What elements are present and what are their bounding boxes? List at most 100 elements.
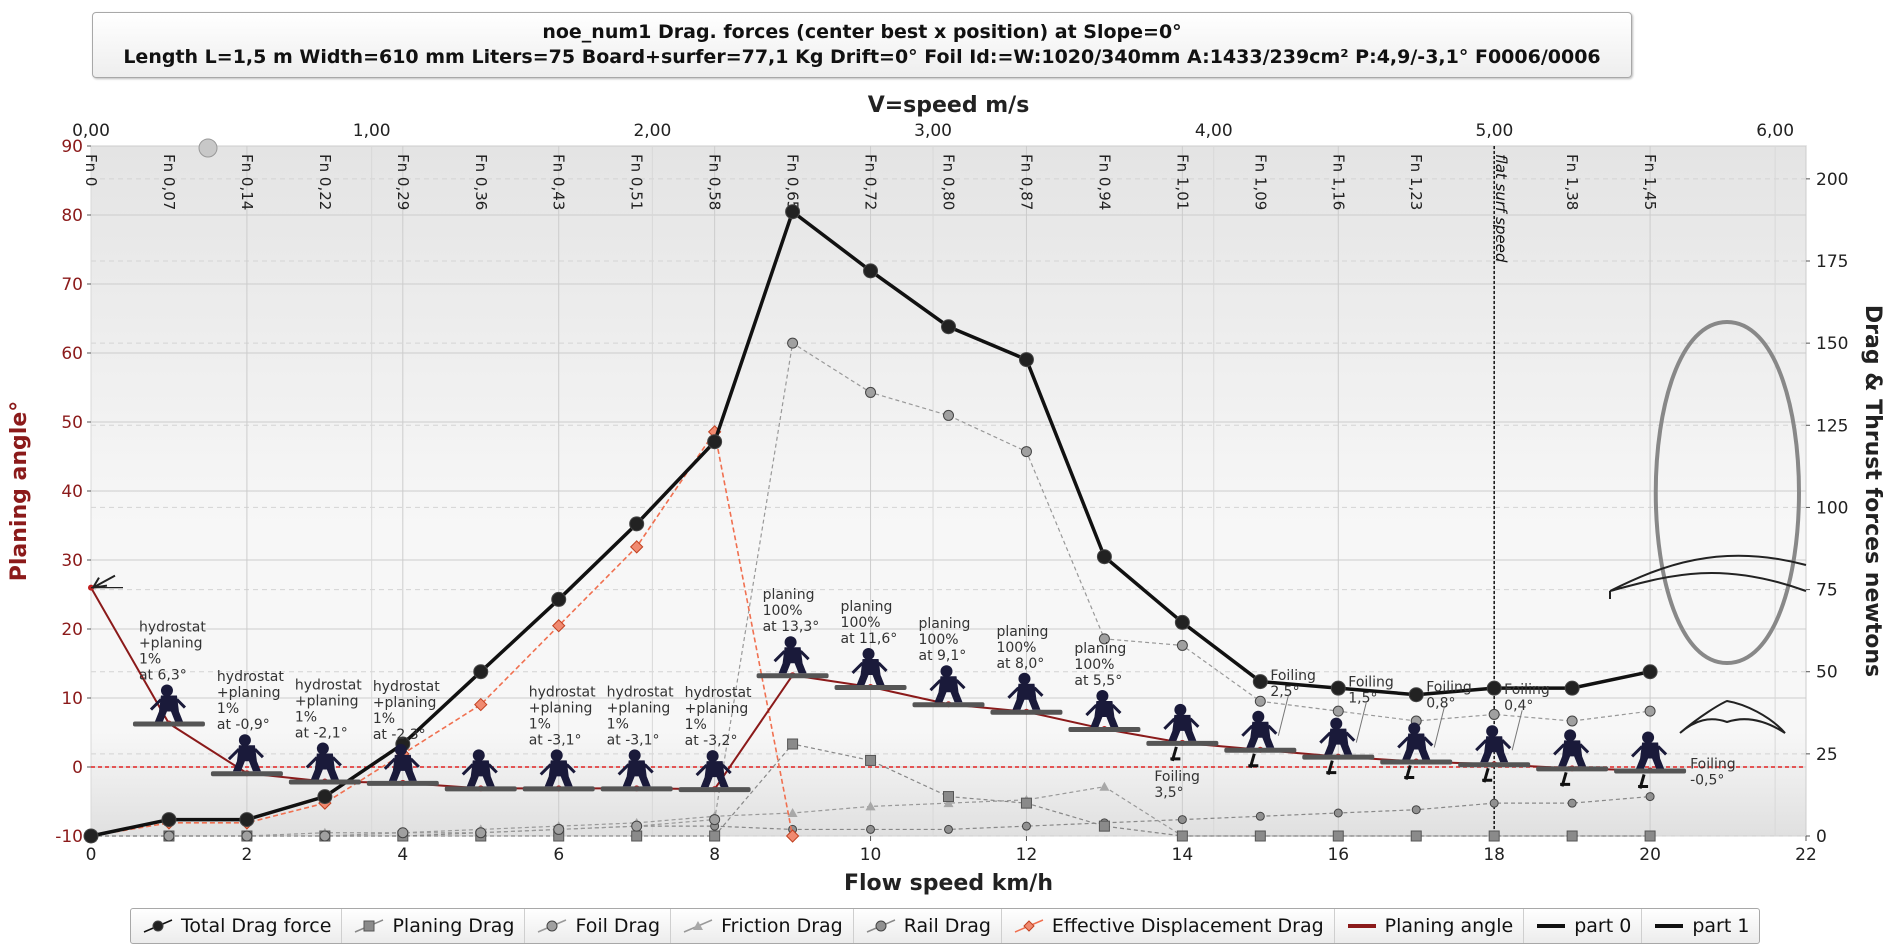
surfer-head [1018,672,1031,685]
legend-item[interactable]: Rail Drag [854,909,1002,943]
surfer-arms [305,756,342,769]
surfer-body [1480,736,1509,763]
data-point [319,830,331,842]
legend-item[interactable]: Foil Drag [525,909,672,943]
scroll-handle-icon[interactable] [198,138,218,158]
legend-item[interactable]: Planing angle [1335,909,1525,943]
surfer-icon [366,743,439,786]
legend-label: Rail Drag [903,915,991,937]
legend-item[interactable]: part 0 [1524,909,1643,943]
board-shape [678,787,751,793]
data-point [875,920,887,932]
data-point [1254,695,1266,707]
surfer-icon [1302,717,1375,776]
surfer-arms [149,698,187,711]
data-point [241,830,253,842]
surfer-icon [600,749,673,792]
surfer-head [550,749,563,762]
foil-mast-icon [1326,760,1337,776]
data-point [865,754,877,766]
chart-title: noe_num1 Drag. forces (center best x pos… [542,21,1182,43]
surfer-icon [1146,703,1219,762]
y-tick-label: 90 [61,137,83,157]
surfer-arms [617,763,654,776]
data-point [631,830,643,842]
fn-label: Fn 1,01 [1173,154,1191,210]
legend-item[interactable]: Friction Drag [671,909,854,943]
x-tick-label: 18 [1483,845,1505,865]
surfer-body [544,760,573,787]
surfer-body [778,647,807,674]
surfer-arms [1397,736,1434,749]
data-point [865,801,876,811]
chart-subtitle: Length L=1,5 m Width=610 mm Liters=75 Bo… [123,46,1601,68]
board-shape [210,771,283,777]
y2-tick-label: 0 [1816,827,1827,847]
y-tick-label: 50 [61,413,83,433]
board-outline-icon [1609,319,1807,734]
surfer-head [160,684,173,697]
surfer-arms [695,764,732,777]
x2-tick-label: 4,00 [1195,121,1233,141]
data-point [397,827,409,839]
foil-mast-icon [1560,771,1571,787]
data-point [944,824,953,834]
annotation-label: Foiling 2,5° [1270,668,1316,700]
surfer-icon [912,665,985,708]
y-tick-label: 0 [72,758,83,778]
surfer-arms [1163,717,1200,730]
x-tick-label: 12 [1016,845,1038,865]
data-point [943,409,954,421]
foil-mast-icon [1638,774,1649,789]
surfer-icon [1536,729,1609,787]
x-tick-label: 2 [241,845,252,865]
y2-axis-title: Drag & Thrust forces newtons [1860,305,1885,677]
surfer-arms [461,763,498,776]
y2-tick-label: 175 [1816,252,1848,272]
fn-label: Fn 0,36 [472,154,490,210]
surfer-head [316,742,329,755]
data-point [1642,664,1658,680]
y2-tick-label: 150 [1816,334,1848,354]
data-point [553,823,565,835]
x-tick-label: 14 [1172,845,1194,865]
data-point [787,337,799,349]
surfer-head [1330,717,1343,730]
legend-swatch-icon [143,919,173,933]
y2-tick-label: 25 [1816,745,1838,765]
fn-label: Fn 1,09 [1251,154,1269,210]
data-point [787,808,798,817]
annotation-label: planing 100% at 9,1° [919,616,971,664]
series-foil_drag [85,337,1656,842]
legend-item[interactable]: Planing Drag [342,909,526,943]
surfer-arms [1631,745,1668,758]
data-point [1252,674,1268,690]
surfer-arms [1007,686,1044,699]
data-point [1255,811,1265,821]
x2-tick-label: 5,00 [1476,121,1514,141]
legend-item[interactable]: Total Drag force [131,909,343,943]
legend-item[interactable]: part 1 [1642,909,1759,943]
legend-swatch-icon [1347,924,1376,928]
data-point [1333,808,1343,818]
surfer-body [388,754,417,781]
surfer-arms [539,763,576,776]
surfer-icon [522,749,595,792]
data-point [239,812,255,828]
x-tick-label: 10 [860,845,882,865]
surfer-arms [1475,739,1512,752]
drag-forces-chart: Fn 0 Fn 0,07 Fn 0,14 Fn 0,22 Fn 0,29 Fn 0,36 F… [7,93,1885,896]
legend-label: Planing angle [1384,915,1514,937]
board-shape [1614,768,1687,774]
legend-swatch-icon [355,919,384,933]
surfer-body [934,676,963,703]
data-point [1020,446,1032,458]
data-point [1174,614,1190,630]
fn-label: Fn 0 [82,154,100,186]
legend-item[interactable]: Effective Displacement Drag [1002,909,1335,943]
data-point [866,824,876,834]
fn-label: Fn 0,94 [1095,154,1113,210]
chart-title-box: noe_num1 Drag. forces (center best x pos… [92,12,1632,78]
surfer-icon [678,750,751,793]
fn-label: Fn 1,38 [1563,154,1581,210]
